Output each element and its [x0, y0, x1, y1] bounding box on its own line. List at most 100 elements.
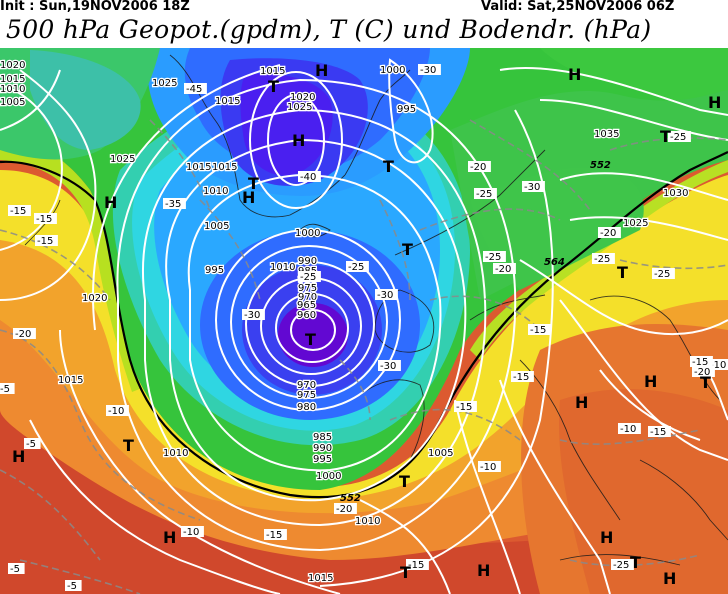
temperature-label: -5	[26, 439, 36, 450]
temperature-label-box	[474, 188, 497, 199]
temperature-label-box	[8, 563, 25, 574]
low-pressure-marker: T	[248, 174, 259, 193]
pressure-label: 975	[298, 283, 317, 294]
temperature-label-box	[468, 161, 491, 172]
isotherms	[0, 119, 728, 594]
pressure-label: 1015	[0, 74, 25, 85]
low-pressure-marker: T	[268, 77, 279, 96]
temperature-label: -25	[348, 262, 364, 273]
pressure-label: 1020	[82, 293, 107, 304]
pressure-label: 990	[298, 256, 317, 267]
temperature-label: -20	[15, 329, 31, 340]
temperature-label-box	[24, 438, 41, 449]
temperature-label: -25	[476, 189, 492, 200]
pressure-label: 970	[298, 292, 317, 303]
temperature-label-box	[184, 83, 207, 94]
temperature-label: -20	[470, 162, 486, 173]
temperature-label-box	[690, 356, 713, 367]
temperature-label: -20	[694, 367, 710, 378]
temperature-label: -25	[485, 252, 501, 263]
high-pressure-marker: H	[477, 561, 490, 580]
temperature-label-box	[375, 289, 398, 300]
temperature-label-box	[522, 181, 545, 192]
pressure-label: 1020	[0, 60, 25, 71]
pressure-label: 1015	[58, 375, 83, 386]
header-bar: Init : Sun,19NOV2006 18Z Valid: Sat,25NO…	[0, 0, 728, 14]
map-labels: 1020101510101005102510151020102510151015…	[0, 59, 728, 592]
temperature-label: -30	[380, 361, 396, 372]
temperature-label: -5	[67, 581, 77, 592]
temperature-label: -5	[0, 384, 10, 395]
pressure-label: 1005	[428, 448, 453, 459]
pressure-label: 995	[397, 104, 416, 115]
pressure-label: 1010	[270, 262, 295, 273]
temperature-label-box	[611, 559, 634, 570]
temperature-label-box	[298, 171, 321, 182]
temperature-label-box	[528, 324, 551, 335]
low-pressure-marker: T	[660, 127, 671, 146]
low-pressure-marker: T	[305, 330, 316, 349]
temperature-label-box	[692, 366, 715, 377]
pressure-label: 1000	[380, 65, 405, 76]
temperature-label: -25	[654, 269, 670, 280]
temperature-label-box	[618, 423, 641, 434]
temperature-label-box	[493, 263, 516, 274]
low-pressure-marker: T	[383, 157, 394, 176]
high-pressure-marker: H	[663, 569, 676, 588]
low-pressure-marker: T	[400, 563, 411, 582]
temperature-label: -30	[244, 310, 260, 321]
temperature-label-box	[35, 235, 58, 246]
temperature-label: -15	[37, 236, 53, 247]
temperature-label-box	[418, 64, 441, 75]
temperature-label-box	[652, 268, 675, 279]
temperature-label-box	[478, 461, 501, 472]
temperature-label: -10	[183, 527, 199, 538]
temperature-label: -20	[336, 504, 352, 515]
high-pressure-marker: H	[568, 65, 581, 84]
temperature-label: -45	[186, 84, 202, 95]
pressure-label: 995	[313, 454, 332, 465]
temperature-label-box	[334, 503, 357, 514]
temperature-label-box	[483, 251, 506, 262]
high-pressure-marker: H	[12, 447, 25, 466]
pressure-label: 995	[205, 265, 224, 276]
pressure-label: 1030	[663, 188, 688, 199]
temperature-label: -25	[300, 272, 316, 283]
temperature-label: -15	[266, 530, 282, 541]
temperature-label: -15	[530, 325, 546, 336]
pressure-label: 1015	[186, 162, 211, 173]
temperature-label: -35	[165, 199, 181, 210]
temperature-label: -20	[495, 264, 511, 275]
high-pressure-marker: H	[104, 193, 117, 212]
pressure-label: 1020	[290, 92, 315, 103]
temperature-label: -10	[710, 360, 726, 371]
temperature-label: -25	[613, 560, 629, 571]
temperature-label: -30	[377, 290, 393, 301]
pressure-label: 970	[297, 380, 316, 391]
pressure-label: 1010	[203, 186, 228, 197]
low-pressure-marker: T	[123, 436, 134, 455]
geopotential-label: 552	[340, 493, 361, 504]
init-time: Init : Sun,19NOV2006 18Z	[0, 0, 190, 14]
high-pressure-marker: H	[242, 188, 255, 207]
high-pressure-marker: H	[315, 61, 328, 80]
pressure-label: 1010	[355, 516, 380, 527]
temperature-label: -40	[300, 172, 316, 183]
temperature-label: -15	[456, 402, 472, 413]
temperature-label: -15	[650, 427, 666, 438]
chart-title: 500 hPa Geopot.(gpdm), T (C) und Bodendr…	[6, 15, 652, 44]
temperature-label-box	[34, 213, 57, 224]
pressure-label: 965	[297, 300, 316, 311]
temperature-label: -30	[420, 65, 436, 76]
temperature-label-box	[378, 360, 401, 371]
temperature-label: -15	[408, 560, 424, 571]
pressure-label: 1035	[594, 129, 619, 140]
temperature-label-box	[65, 580, 82, 591]
pressure-label: 1005	[204, 221, 229, 232]
low-pressure-marker: T	[700, 373, 711, 392]
temperature-label: -10	[108, 406, 124, 417]
temperature-label: -30	[524, 182, 540, 193]
temperature-label: -5	[10, 564, 20, 575]
pressure-label: 975	[297, 390, 316, 401]
pressure-label: 985	[313, 432, 332, 443]
